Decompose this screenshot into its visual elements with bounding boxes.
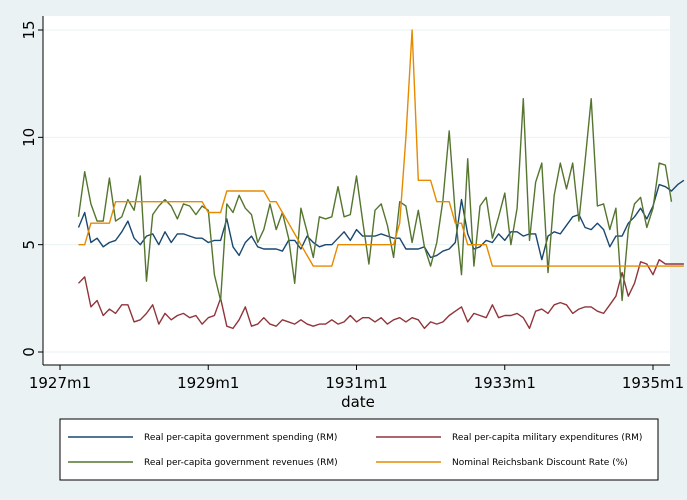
x-tick-label: 1929m1 bbox=[177, 374, 239, 392]
x-tick-label: 1933m1 bbox=[474, 374, 536, 392]
legend-label-1: Real per-capita military expenditures (R… bbox=[452, 433, 642, 443]
series-lines bbox=[77, 29, 685, 330]
series-line-3 bbox=[78, 29, 684, 267]
series-line-0 bbox=[77, 179, 685, 261]
x-tick-label: 1935m1 bbox=[622, 374, 684, 392]
series-line-1 bbox=[77, 259, 684, 330]
x-axis-ticks: 1927m1 1929m1 1931m1 1933m1 1935m1 bbox=[29, 365, 684, 392]
x-tick-label: 1927m1 bbox=[29, 374, 91, 392]
y-tick-label: 0 bbox=[20, 347, 38, 357]
x-axis-title: date bbox=[341, 393, 375, 411]
x-tick-label: 1931m1 bbox=[325, 374, 387, 392]
legend-box bbox=[59, 418, 659, 481]
y-tick-label: 15 bbox=[20, 20, 38, 39]
y-tick-label: 5 bbox=[20, 240, 38, 250]
legend: Real per-capita government spending (RM)… bbox=[59, 418, 659, 481]
plot-area bbox=[43, 16, 670, 365]
legend-label-2: Real per-capita government revenues (RM) bbox=[144, 458, 338, 468]
y-axis-ticks: 0 5 10 15 bbox=[20, 20, 43, 357]
series-line-2 bbox=[77, 97, 673, 302]
legend-label-0: Real per-capita government spending (RM) bbox=[144, 433, 337, 443]
y-tick-label: 10 bbox=[20, 128, 38, 147]
gridlines bbox=[43, 29, 670, 353]
legend-label-3: Nominal Reichsbank Discount Rate (%) bbox=[452, 458, 628, 468]
